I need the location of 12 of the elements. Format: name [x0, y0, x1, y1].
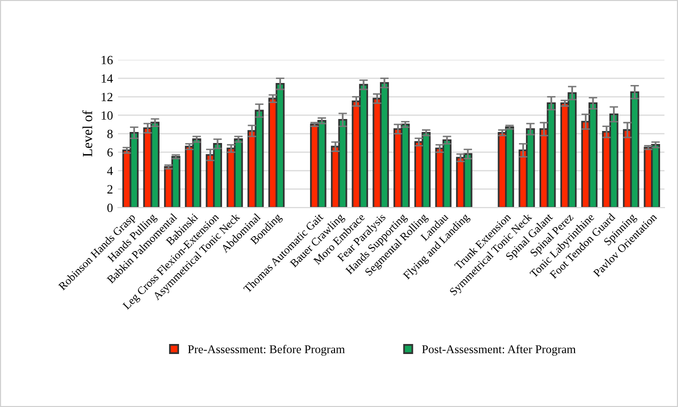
y-axis-title: Level of [82, 110, 92, 157]
y-tick-label: 0 [107, 204, 113, 212]
y-tick-label: 16 [102, 56, 113, 64]
y-tick-label: 14 [102, 74, 113, 83]
legend-label: Post-Assessment: After Program [422, 344, 576, 356]
y-tick-label: 4 [107, 166, 113, 175]
y-tick-label: 8 [107, 130, 113, 138]
y-tick-label: 2 [107, 185, 112, 194]
y-tick-label: 12 [102, 92, 112, 102]
legend-label: Pre-Assessment: Before Program [188, 344, 345, 356]
y-tick-label: 10 [102, 111, 113, 120]
y-tick-label: 6 [107, 148, 113, 157]
